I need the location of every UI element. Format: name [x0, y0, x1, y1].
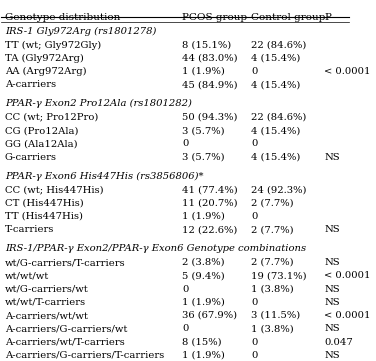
Text: 3 (11.5%): 3 (11.5%) — [251, 311, 300, 320]
Text: IRS-1/PPAR-γ Exon2/PPAR-γ Exon6 Genotype combinations: IRS-1/PPAR-γ Exon2/PPAR-γ Exon6 Genotype… — [5, 244, 306, 253]
Text: TT (wt; Gly972Gly): TT (wt; Gly972Gly) — [5, 40, 101, 49]
Text: 0: 0 — [251, 298, 258, 307]
Text: 8 (15.1%): 8 (15.1%) — [182, 40, 231, 49]
Text: 0: 0 — [182, 139, 188, 148]
Text: < 0.0001: < 0.0001 — [324, 311, 371, 320]
Text: A-carriers/G-carriers/wt: A-carriers/G-carriers/wt — [5, 324, 127, 333]
Text: NS: NS — [324, 298, 340, 307]
Text: wt/G-carriers/T-carriers: wt/G-carriers/T-carriers — [5, 258, 126, 267]
Text: 4 (15.4%): 4 (15.4%) — [251, 80, 301, 89]
Text: G-carriers: G-carriers — [5, 153, 57, 162]
Text: A-carriers: A-carriers — [5, 80, 56, 89]
Text: wt/G-carriers/wt: wt/G-carriers/wt — [5, 284, 89, 293]
Text: TA (Gly972Arg): TA (Gly972Arg) — [5, 54, 84, 63]
Text: 1 (1.9%): 1 (1.9%) — [182, 67, 225, 76]
Text: 0: 0 — [251, 139, 258, 148]
Text: 3 (5.7%): 3 (5.7%) — [182, 153, 224, 162]
Text: 2 (7.7%): 2 (7.7%) — [251, 199, 294, 208]
Text: 0: 0 — [182, 284, 188, 293]
Text: 45 (84.9%): 45 (84.9%) — [182, 80, 238, 89]
Text: 0: 0 — [182, 324, 188, 333]
Text: 1 (3.8%): 1 (3.8%) — [251, 324, 294, 333]
Text: PCOS group: PCOS group — [182, 13, 247, 22]
Text: 22 (84.6%): 22 (84.6%) — [251, 40, 307, 49]
Text: P: P — [324, 13, 331, 22]
Text: 5 (9.4%): 5 (9.4%) — [182, 271, 224, 280]
Text: 0: 0 — [251, 212, 258, 221]
Text: A-carriers/G-carriers/T-carriers: A-carriers/G-carriers/T-carriers — [5, 351, 164, 360]
Text: 4 (15.4%): 4 (15.4%) — [251, 54, 301, 63]
Text: 4 (15.4%): 4 (15.4%) — [251, 153, 301, 162]
Text: 44 (83.0%): 44 (83.0%) — [182, 54, 238, 63]
Text: < 0.0001: < 0.0001 — [324, 67, 371, 76]
Text: 0.047: 0.047 — [324, 338, 353, 347]
Text: NS: NS — [324, 153, 340, 162]
Text: 4 (15.4%): 4 (15.4%) — [251, 126, 301, 135]
Text: Genotype distribution: Genotype distribution — [5, 13, 120, 22]
Text: A-carriers/wt/T-carriers: A-carriers/wt/T-carriers — [5, 338, 124, 347]
Text: 1 (1.9%): 1 (1.9%) — [182, 212, 225, 221]
Text: 2 (7.7%): 2 (7.7%) — [251, 225, 294, 234]
Text: TT (His447His): TT (His447His) — [5, 212, 83, 221]
Text: 0: 0 — [251, 351, 258, 360]
Text: NS: NS — [324, 324, 340, 333]
Text: PPAR-γ Exon6 His447His (rs3856806)*: PPAR-γ Exon6 His447His (rs3856806)* — [5, 171, 203, 180]
Text: 0: 0 — [251, 67, 258, 76]
Text: wt/wt/wt: wt/wt/wt — [5, 271, 49, 280]
Text: 2 (7.7%): 2 (7.7%) — [251, 258, 294, 267]
Text: PPAR-γ Exon2 Pro12Ala (rs1801282): PPAR-γ Exon2 Pro12Ala (rs1801282) — [5, 99, 192, 108]
Text: A-carriers/wt/wt: A-carriers/wt/wt — [5, 311, 88, 320]
Text: 19 (73.1%): 19 (73.1%) — [251, 271, 307, 280]
Text: NS: NS — [324, 284, 340, 293]
Text: CC (wt; His447His): CC (wt; His447His) — [5, 186, 103, 195]
Text: 3 (5.7%): 3 (5.7%) — [182, 126, 224, 135]
Text: 41 (77.4%): 41 (77.4%) — [182, 186, 238, 195]
Text: NS: NS — [324, 258, 340, 267]
Text: 1 (3.8%): 1 (3.8%) — [251, 284, 294, 293]
Text: T-carriers: T-carriers — [5, 225, 54, 234]
Text: 22 (84.6%): 22 (84.6%) — [251, 113, 307, 122]
Text: AA (Arg972Arg): AA (Arg972Arg) — [5, 67, 86, 76]
Text: 24 (92.3%): 24 (92.3%) — [251, 186, 307, 195]
Text: 2 (3.8%): 2 (3.8%) — [182, 258, 224, 267]
Text: 0: 0 — [251, 338, 258, 347]
Text: Control group: Control group — [251, 13, 326, 22]
Text: 1 (1.9%): 1 (1.9%) — [182, 298, 225, 307]
Text: NS: NS — [324, 351, 340, 360]
Text: CG (Pro12Ala): CG (Pro12Ala) — [5, 126, 78, 135]
Text: CC (wt; Pro12Pro): CC (wt; Pro12Pro) — [5, 113, 98, 122]
Text: < 0.0001: < 0.0001 — [324, 271, 371, 280]
Text: 8 (15%): 8 (15%) — [182, 338, 221, 347]
Text: 1 (1.9%): 1 (1.9%) — [182, 351, 225, 360]
Text: NS: NS — [324, 225, 340, 234]
Text: CT (His447His): CT (His447His) — [5, 199, 83, 208]
Text: IRS-1 Gly972Arg (rs1801278): IRS-1 Gly972Arg (rs1801278) — [5, 26, 156, 36]
Text: wt/wt/T-carriers: wt/wt/T-carriers — [5, 298, 86, 307]
Text: 12 (22.6%): 12 (22.6%) — [182, 225, 237, 234]
Text: GG (Ala12Ala): GG (Ala12Ala) — [5, 139, 77, 148]
Text: 50 (94.3%): 50 (94.3%) — [182, 113, 237, 122]
Text: 36 (67.9%): 36 (67.9%) — [182, 311, 237, 320]
Text: 11 (20.7%): 11 (20.7%) — [182, 199, 238, 208]
